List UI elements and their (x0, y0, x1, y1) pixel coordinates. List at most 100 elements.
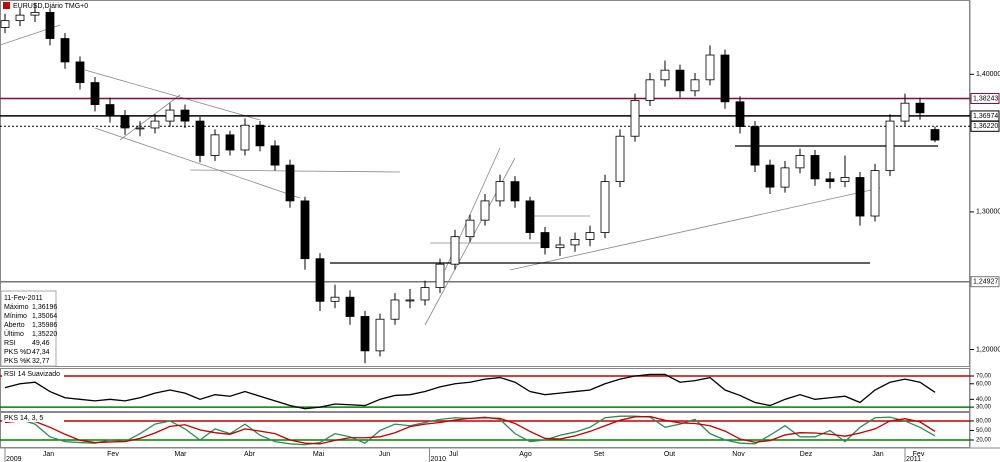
candle-body (45, 11, 55, 39)
candle-body (570, 239, 580, 246)
candle-body (705, 54, 715, 81)
x-tick-label: Abr (244, 451, 256, 458)
info-box (0, 290, 57, 367)
candle-body (420, 287, 430, 301)
x-tick-label: Dez (800, 451, 813, 458)
candle-body (900, 102, 910, 122)
candle-body (720, 54, 730, 103)
year-label: 2011 (906, 456, 921, 462)
candle-body (645, 79, 655, 101)
candle-body (480, 200, 490, 221)
candle-body (345, 296, 355, 317)
candle-body (390, 299, 400, 320)
candle-body (825, 178, 835, 183)
info-value: 1,35220 (32, 331, 57, 338)
y-tick-label: 80,00 (976, 419, 992, 425)
candle-body (585, 232, 595, 240)
symbol-icon (3, 2, 10, 9)
candle-body (870, 170, 880, 217)
y-tick-label: 20,00 (976, 438, 992, 444)
x-tick-label: Ago (519, 451, 532, 458)
candle-body (780, 167, 790, 188)
indicator-title: RSI 14 Suavizado (4, 371, 60, 378)
candle-body (435, 263, 445, 288)
candle-body (75, 61, 85, 83)
candle-body (735, 101, 745, 127)
x-tick-label: Jun (379, 451, 390, 458)
candle-body (165, 109, 175, 122)
candle-body (465, 219, 475, 238)
info-date: 11-Fev-2011 (4, 295, 43, 302)
candle-body (180, 109, 190, 122)
candle-body (690, 79, 700, 92)
candle-body (120, 115, 130, 129)
candle-body (240, 124, 250, 151)
candle-body (255, 124, 265, 147)
candle-body (765, 164, 775, 188)
candle-body (300, 200, 310, 260)
chart-title: EURUSD,Diário TMG+0 (13, 3, 88, 10)
candle-body (615, 135, 625, 183)
x-tick-label: Fev (107, 451, 119, 458)
trend-lines (0, 24, 881, 326)
candle-body (495, 181, 505, 202)
y-tick-label: 1,30000 (976, 209, 1000, 216)
level-label: 1,24927 (973, 279, 998, 286)
x-tick-label: Jul (449, 451, 458, 458)
level-label: 1,36220 (973, 123, 998, 130)
trend-line (94, 127, 301, 199)
trend-line (84, 69, 261, 121)
level-label-box (970, 276, 1000, 288)
x-tick-label: Nov (732, 451, 745, 458)
indicator-line (4, 415, 936, 445)
candle-body (795, 155, 805, 169)
indicator-line (4, 373, 936, 410)
info-label: Último (4, 329, 24, 338)
level-label-box (970, 92, 1000, 104)
candle-body (135, 127, 145, 130)
candle-body (555, 244, 565, 249)
candle-body (750, 126, 760, 166)
candle-body (30, 11, 40, 16)
y-tick-label: 1,40000 (976, 71, 1000, 78)
trend-line (119, 94, 181, 141)
candle-body (630, 100, 640, 137)
trend-line (509, 187, 881, 271)
level-label: 1,36974 (973, 113, 998, 120)
y-tick-label: 30,00 (976, 405, 992, 411)
trend-line (189, 169, 401, 173)
info-label: Mínimo (4, 313, 27, 320)
candle-body (150, 120, 160, 129)
candle-body (315, 258, 325, 302)
candle-body (405, 299, 415, 302)
x-tick-label: Mar (174, 451, 187, 458)
info-label: PKS %D (4, 349, 31, 356)
support-lines (330, 145, 938, 264)
y-tick-label: 50,00 (976, 428, 992, 434)
indicator-title: PKS 14, 3, 5 (4, 415, 43, 422)
candle-body (360, 316, 370, 352)
candle-body (195, 120, 205, 156)
x-tick-label: Jan (43, 451, 54, 458)
candle-body (90, 82, 100, 105)
candle-body (660, 69, 670, 81)
candle-body (525, 200, 535, 233)
candle-body (855, 177, 865, 217)
candle-body (105, 104, 115, 116)
x-tick-label: Mai (313, 451, 325, 458)
candle-body (375, 318, 385, 352)
candle-body (540, 232, 550, 249)
candle-body (285, 164, 295, 202)
info-label: PKS %K (4, 358, 31, 365)
y-tick-label: 60,00 (976, 381, 992, 387)
x-tick-label: Jan (872, 451, 883, 458)
candle-body (210, 134, 220, 156)
level-label: 1,38243 (973, 95, 998, 102)
candle-body (810, 155, 820, 180)
y-tick-label: 40,00 (976, 397, 992, 403)
year-label: 2009 (6, 456, 22, 462)
info-value: 47,34 (32, 349, 50, 356)
candle-body (450, 236, 460, 265)
